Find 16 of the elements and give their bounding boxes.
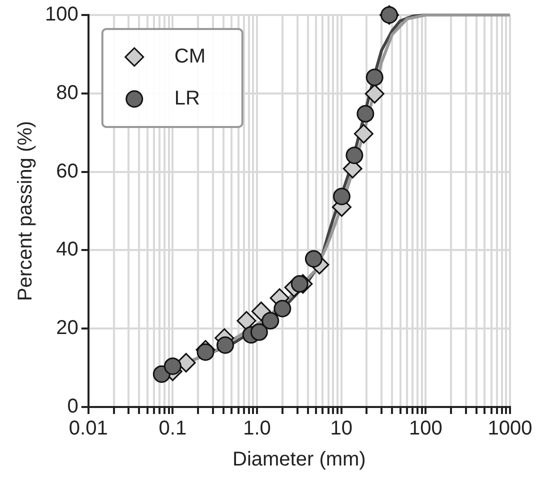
- y-tick-label: 0: [67, 396, 78, 418]
- y-tick-label: 100: [44, 4, 78, 26]
- x-axis-title: Diameter (mm): [232, 448, 366, 471]
- x-tick-label: 1000: [488, 418, 532, 440]
- y-tick-label: 20: [56, 317, 78, 340]
- y-tick-label: 40: [56, 238, 78, 261]
- y-axis-title: Percent passing (%): [14, 120, 37, 302]
- x-tick-label: 1.0: [243, 418, 271, 440]
- y-tick-label: 80: [56, 82, 78, 104]
- legend-label: LR: [174, 88, 200, 110]
- x-tick-label: 10: [330, 418, 352, 440]
- x-tick-label: 0.01: [68, 418, 108, 440]
- x-tick-label: 0.1: [158, 418, 187, 440]
- y-tick-label: 60: [56, 160, 78, 182]
- legend-label: CM: [174, 46, 206, 68]
- x-tick-label: 100: [408, 418, 442, 440]
